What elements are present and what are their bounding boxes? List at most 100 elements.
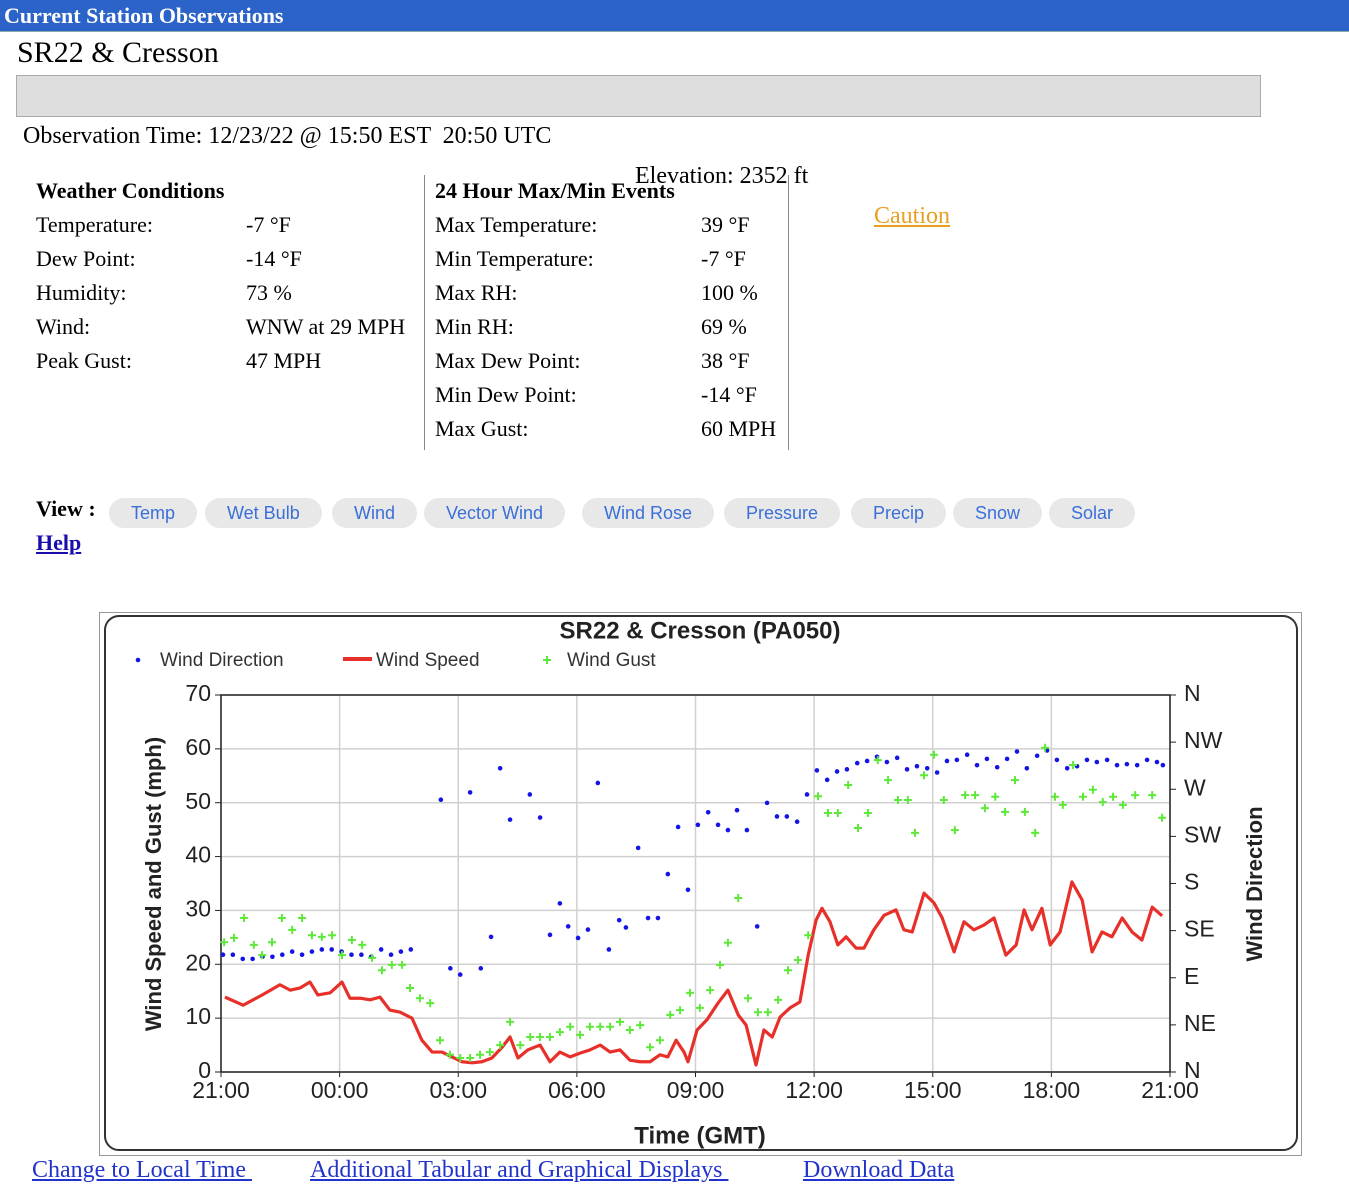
chart-title: SR22 & Cresson (PA050) bbox=[560, 617, 841, 644]
gust-point bbox=[288, 925, 297, 934]
gust-point bbox=[1079, 792, 1088, 801]
row-value: 60 MPH bbox=[701, 416, 777, 441]
table-title: 24 Hour Max/Min Events bbox=[435, 178, 675, 203]
view-button[interactable]: Wind Rose bbox=[582, 498, 715, 528]
gust-point bbox=[337, 951, 346, 960]
direction-point bbox=[705, 809, 711, 815]
row-value: 100 % bbox=[701, 280, 758, 305]
header-bar: Current Station Observations bbox=[0, 0, 1349, 32]
x-axis-label: Time (GMT) bbox=[634, 1122, 766, 1149]
gust-point bbox=[1058, 800, 1067, 809]
direction-point bbox=[250, 956, 255, 962]
gust-point bbox=[1050, 792, 1059, 801]
gust-point bbox=[676, 1006, 685, 1015]
direction-point bbox=[220, 952, 226, 958]
gust-point bbox=[1020, 807, 1029, 816]
gust-point bbox=[744, 994, 753, 1003]
footer-link[interactable]: Download Data bbox=[803, 1157, 955, 1183]
gust-point bbox=[1118, 800, 1127, 809]
gust-point bbox=[456, 1053, 465, 1062]
gust-point bbox=[636, 1021, 645, 1030]
direction-point bbox=[1144, 757, 1150, 763]
view-button[interactable]: Temp bbox=[109, 498, 198, 528]
direction-point bbox=[934, 770, 940, 775]
gust-point bbox=[784, 966, 793, 975]
gust-point bbox=[526, 1032, 535, 1041]
row-label: Wind: bbox=[36, 314, 91, 339]
gust-point bbox=[804, 931, 813, 940]
x-tick-label: 21:00 bbox=[1141, 1077, 1199, 1103]
view-button[interactable]: Wet Bulb bbox=[205, 498, 322, 528]
caution-link[interactable]: Caution bbox=[874, 203, 950, 229]
direction-point bbox=[240, 956, 246, 962]
gust-point bbox=[666, 1010, 675, 1019]
direction-point bbox=[754, 924, 760, 929]
y-tick-label: 60 bbox=[185, 734, 211, 760]
direction-point bbox=[685, 887, 691, 893]
footer-link[interactable]: Additional Tabular and Graphical Display… bbox=[310, 1157, 729, 1183]
direction-point bbox=[645, 915, 651, 921]
legend-label: Wind Gust bbox=[567, 650, 656, 671]
direction-point bbox=[1024, 766, 1030, 771]
direction-point bbox=[309, 949, 315, 954]
gust-point bbox=[358, 940, 367, 949]
direction-point bbox=[834, 769, 840, 774]
view-button[interactable]: Wind bbox=[332, 498, 418, 528]
view-button[interactable]: Snow bbox=[953, 498, 1043, 528]
gust-point bbox=[793, 955, 802, 964]
direction-point bbox=[467, 790, 473, 795]
direction-point bbox=[734, 807, 740, 813]
view-button[interactable]: Precip bbox=[851, 498, 947, 528]
direction-point bbox=[984, 756, 990, 762]
gust-point bbox=[903, 796, 912, 805]
view-button[interactable]: Solar bbox=[1049, 498, 1136, 528]
y2-tick-label: S bbox=[1184, 869, 1199, 895]
view-button[interactable]: Pressure bbox=[724, 498, 841, 528]
gust-point bbox=[734, 894, 743, 903]
gust-point bbox=[317, 932, 326, 941]
divider bbox=[424, 175, 425, 450]
direction-point bbox=[1034, 753, 1040, 759]
direction-point bbox=[924, 766, 930, 771]
chart-border bbox=[104, 615, 1298, 1151]
direction-point bbox=[299, 952, 305, 958]
row-value: WNW at 29 MPH bbox=[246, 314, 406, 339]
direction-point bbox=[398, 949, 404, 954]
direction-point bbox=[478, 966, 484, 971]
gust-point bbox=[576, 1030, 585, 1039]
direction-point bbox=[585, 927, 591, 932]
direction-point bbox=[804, 792, 810, 797]
direction-point bbox=[894, 755, 900, 761]
direction-point bbox=[1054, 757, 1060, 763]
y2-tick-label: SE bbox=[1184, 916, 1215, 942]
row-value: 39 °F bbox=[701, 212, 750, 237]
row-value: -14 °F bbox=[701, 382, 757, 407]
direction-point bbox=[635, 845, 641, 851]
gust-point bbox=[377, 966, 386, 975]
row-label: Max Dew Point: bbox=[435, 348, 581, 373]
gust-point bbox=[436, 1036, 445, 1045]
gust-point bbox=[1041, 743, 1050, 752]
view-button[interactable]: Vector Wind bbox=[424, 498, 566, 528]
gust-point bbox=[347, 936, 356, 945]
direction-point bbox=[1004, 756, 1010, 762]
gust-point bbox=[774, 995, 783, 1004]
direction-point bbox=[329, 947, 335, 952]
legend-marker bbox=[135, 657, 141, 663]
gust-point bbox=[277, 913, 286, 922]
gust-point bbox=[950, 826, 959, 835]
gust-point bbox=[268, 938, 277, 947]
station-name: SR22 & Cresson bbox=[17, 36, 219, 69]
y-tick-label: 10 bbox=[185, 1003, 211, 1029]
gust-point bbox=[646, 1043, 655, 1052]
row-value: -7 °F bbox=[246, 212, 291, 237]
direction-point bbox=[448, 966, 453, 971]
direction-point bbox=[864, 758, 870, 764]
direction-point bbox=[623, 925, 629, 930]
footer-link[interactable]: Change to Local Time bbox=[32, 1157, 252, 1183]
help-link[interactable]: Help bbox=[36, 530, 82, 555]
direction-point bbox=[1154, 759, 1160, 765]
wind-speed-line bbox=[224, 880, 1164, 1067]
x-tick-label: 09:00 bbox=[667, 1077, 725, 1103]
row-value: 38 °F bbox=[701, 348, 750, 373]
